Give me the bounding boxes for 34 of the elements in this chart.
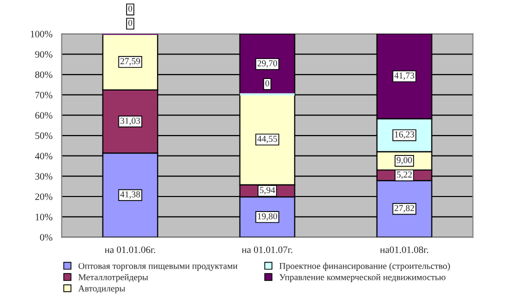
legend-label: Автодилеры	[78, 285, 126, 294]
data-label: 9,00	[396, 157, 412, 164]
data-label: 41,38	[120, 191, 140, 199]
y-tick-label: 30%	[35, 173, 52, 180]
x-tick-label: на01.01.08г.	[380, 246, 428, 254]
y-tick-label: 40%	[35, 152, 52, 160]
y-tick-label: 90%	[35, 51, 52, 58]
data-label: 5,94	[260, 187, 276, 194]
data-label: 0	[128, 6, 132, 12]
y-tick-label: 60%	[35, 112, 52, 119]
data-label: 41,73	[394, 72, 414, 80]
legend-label: Управление коммерческой недвижимостью	[279, 274, 446, 282]
data-label: 0	[128, 20, 132, 26]
data-label: 0	[265, 80, 270, 86]
x-tick-label: на 01.01.06г.	[104, 246, 156, 254]
legend-label: Металлотрейдеры	[78, 274, 148, 282]
y-tick-label: 10%	[36, 214, 52, 220]
data-label: 29,70	[258, 60, 278, 68]
legend-label: Проектное финансирование (строительство)	[279, 262, 450, 271]
data-label: 27,59	[120, 58, 140, 66]
data-label: 5,22	[396, 171, 412, 179]
y-tick-label: 0%	[40, 234, 52, 241]
legend-label: Оптовая торговля пищевыми продуктами	[78, 262, 238, 271]
x-tick-label: на 01.01.07г.	[242, 246, 292, 254]
data-label: 44,55	[257, 136, 278, 144]
data-label: 16,23	[394, 131, 414, 139]
y-tick-label: 100%	[30, 30, 52, 38]
data-label: 27,82	[394, 205, 414, 212]
y-tick-label: 80%	[35, 71, 52, 78]
data-label: 31,03	[120, 118, 140, 126]
data-label: 19,80	[258, 213, 278, 221]
y-tick-label: 20%	[35, 193, 52, 200]
y-tick-label: 50%	[35, 132, 52, 140]
y-tick-label: 70%	[35, 92, 52, 98]
